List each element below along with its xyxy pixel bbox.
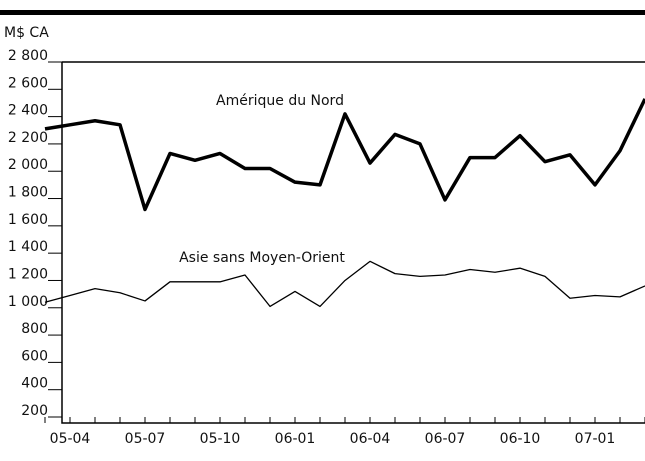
x-tick-label: 07-01 (575, 431, 616, 447)
x-tick-label: 06-10 (500, 431, 541, 447)
x-tick-label: 05-10 (200, 431, 241, 447)
y-tick-label: 1 200 (8, 266, 48, 282)
frame (61, 61, 645, 424)
y-tick-label: 1 600 (8, 212, 48, 228)
x-tick-label: 06-07 (425, 431, 466, 447)
series-line (44, 98, 645, 212)
series-line (44, 260, 645, 308)
y-axis-label: M$ CA (4, 25, 49, 41)
x-tick-label: 05-07 (125, 431, 166, 447)
y-tick-label: 2 200 (8, 130, 48, 146)
y-tick-label: 2 000 (8, 157, 48, 173)
series-label: Amérique du Nord (216, 93, 344, 109)
y-tick-label: 400 (21, 376, 48, 392)
x-tick-label: 05-04 (50, 431, 91, 447)
y-tick-label: 800 (21, 321, 48, 337)
x-tick-label: 06-01 (275, 431, 316, 447)
y-tick-label: 1 000 (8, 294, 48, 310)
x-tick-label: 06-04 (350, 431, 391, 447)
series-label: Asie sans Moyen-Orient (179, 250, 345, 266)
y-tick-label: 200 (21, 403, 48, 419)
y-tick-label: 2 600 (8, 75, 48, 91)
y-tick-label: 600 (21, 348, 48, 364)
top-rule (0, 10, 645, 15)
y-tick-label: 2 400 (8, 103, 48, 119)
y-tick-label: 1 800 (8, 185, 48, 201)
y-tick-label: 2 800 (8, 48, 48, 64)
y-tick-label: 1 400 (8, 239, 48, 255)
